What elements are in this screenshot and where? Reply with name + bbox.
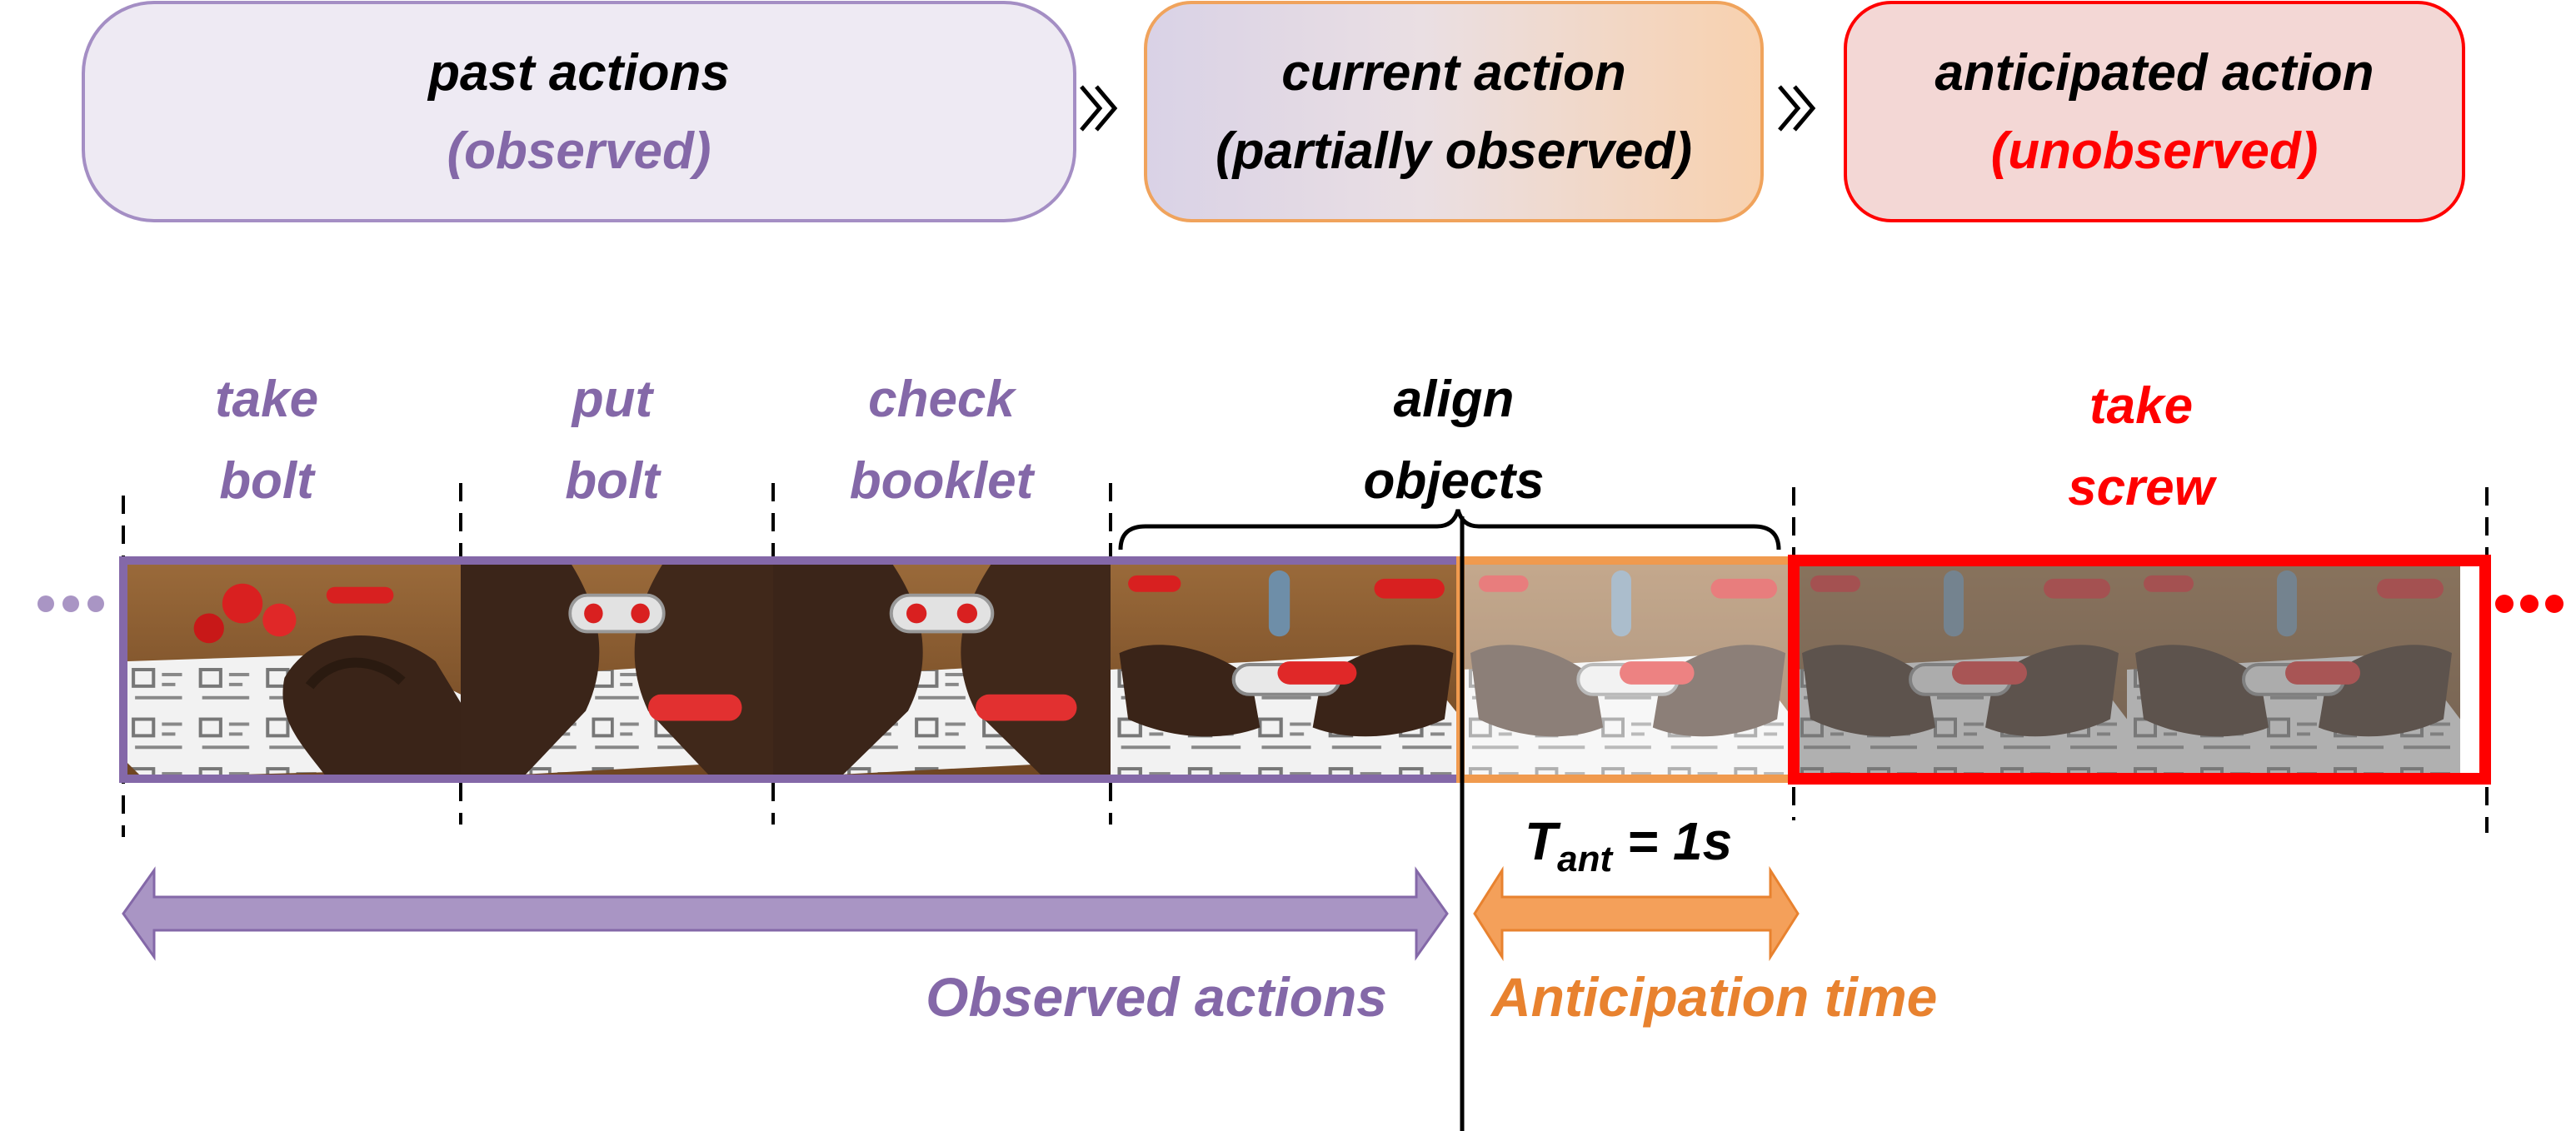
current-action-subtitle: (partially observed) (1216, 122, 1692, 180)
video-frame (125, 562, 461, 777)
action-label-put-bolt: put bolt (565, 371, 661, 510)
anticipation-time-label: Anticipation time (1490, 966, 1937, 1028)
anticipated-action-box (1844, 1, 2465, 222)
anticipation-time-arrow (1473, 865, 1800, 962)
ellipsis-left (37, 595, 104, 612)
action-label-check-booklet-line2: booklet (850, 452, 1036, 510)
observed-actions-arrow (122, 866, 1449, 961)
unobserved-frames (1794, 562, 2460, 777)
anticipation-frames (1462, 562, 1794, 777)
past-actions-box (82, 1, 1076, 222)
past-actions-subtitle: (observed) (447, 122, 711, 180)
tant-label: Tant = 1s (1525, 811, 1732, 879)
action-label-put-bolt-line1: put (571, 371, 655, 428)
video-frame (773, 562, 1111, 777)
ellipsis-right (2495, 595, 2564, 613)
action-label-align-objects-line2: objects (1363, 452, 1544, 510)
anticipated-action-subtitle: (unobserved) (1991, 122, 2319, 180)
chevron-right-icon (1080, 85, 1118, 132)
tant-rest: = 1s (1612, 811, 1732, 871)
past-actions-title: past actions (427, 44, 730, 102)
action-label-align-objects: align objects (1363, 371, 1544, 510)
action-label-check-booklet-line1: check (868, 371, 1017, 428)
anticipated-action-title: anticipated action (1934, 44, 2374, 102)
action-label-take-bolt-line1: take (215, 371, 318, 428)
action-label-take-screw-line1: take (2089, 377, 2193, 435)
tant-sub: ant (1557, 839, 1614, 879)
action-label-align-objects-line1: align (1394, 371, 1515, 428)
action-label-take-screw-line2: screw (2068, 459, 2218, 516)
action-label-take-bolt: take bolt (215, 371, 318, 510)
tant-main: T (1525, 811, 1561, 871)
observed-frames (125, 562, 1462, 777)
current-action-title: current action (1281, 44, 1625, 102)
video-frame (1111, 562, 1462, 777)
chevron-right-icon (1778, 85, 1816, 132)
unobserved-segment-border (1788, 555, 2491, 785)
video-frame (461, 562, 773, 777)
current-action-box (1144, 1, 1764, 222)
align-objects-brace (1118, 509, 1781, 551)
action-label-check-booklet: check booklet (850, 371, 1036, 510)
action-label-take-screw: take screw (2068, 377, 2218, 516)
action-label-put-bolt-line2: bolt (565, 452, 661, 510)
observed-actions-label: Observed actions (926, 966, 1387, 1028)
action-label-take-bolt-line2: bolt (219, 452, 316, 510)
